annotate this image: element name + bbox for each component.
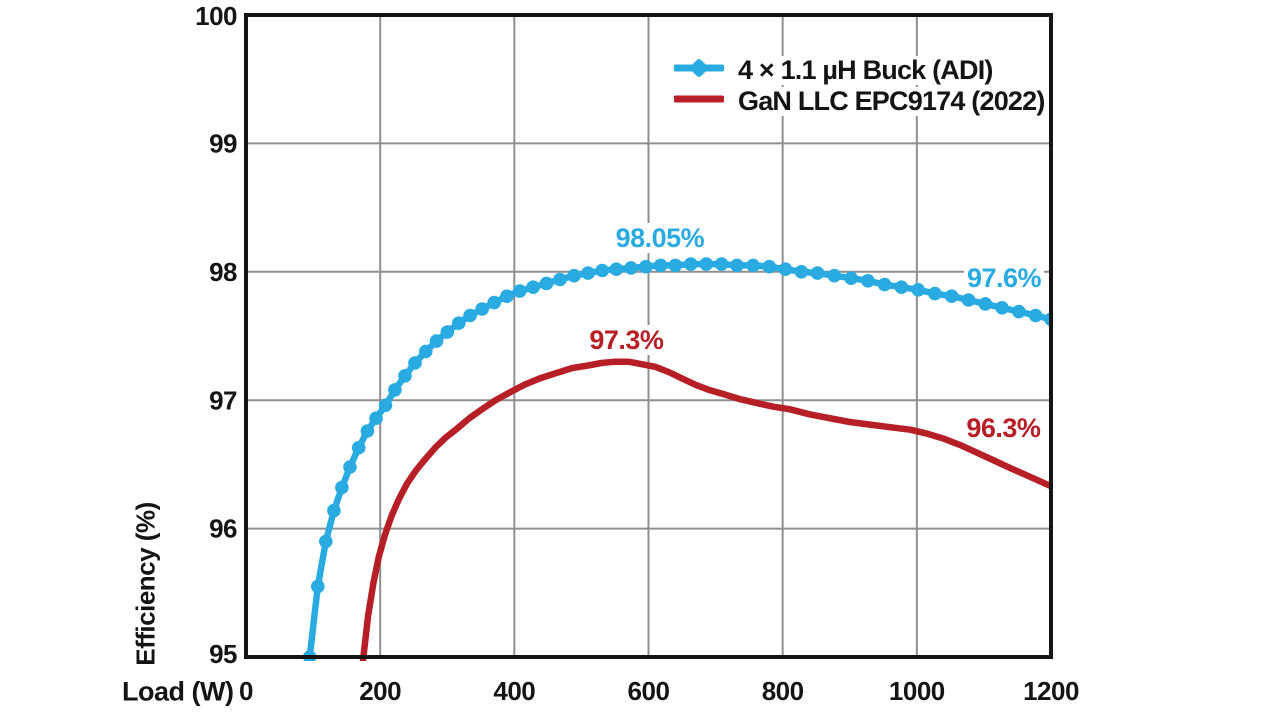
y-tick-label: 100 — [195, 1, 237, 31]
series-line-0 — [306, 260, 1049, 661]
series-markers-0 — [302, 257, 1049, 661]
legend-label-llc: GaN LLC EPC9174 (2022) — [736, 86, 1047, 116]
annotation-llc-end: 96.3% — [963, 413, 1044, 444]
legend-item-llc: GaN LLC EPC9174 (2022) — [672, 84, 1047, 119]
x-axis-title: Load (W) — [122, 676, 234, 707]
annotation-llc-peak: 97.3% — [586, 324, 667, 355]
x-tick-label: 400 — [493, 676, 535, 706]
y-tick-label: 97 — [209, 385, 237, 415]
y-tick-label: 95 — [209, 639, 237, 669]
x-tick-label: 600 — [628, 676, 670, 706]
plot-border — [244, 13, 1053, 659]
x-tick-label: 800 — [762, 676, 804, 706]
x-tick-label: 1000 — [889, 676, 945, 706]
legend-label-buck: 4 × 1.1 µH Buck (ADI) — [736, 55, 995, 85]
x-tick-label: 0 — [239, 676, 253, 706]
y-axis-title: Efficiency (%) — [130, 502, 161, 666]
y-tick-label: 98 — [209, 257, 237, 287]
y-tick-label: 99 — [209, 129, 237, 159]
llc-line-icon — [672, 84, 726, 119]
x-tick-label: 1200 — [1023, 676, 1079, 706]
annotation-buck-end: 97.6% — [964, 263, 1045, 294]
legend: 4 × 1.1 µH Buck (ADI) GaN LLC EPC9174 (2… — [672, 53, 1047, 119]
buck-line-marker-icon — [672, 53, 726, 88]
y-tick-label: 96 — [209, 514, 237, 544]
series-line-1 — [359, 358, 1049, 661]
annotation-buck-peak: 98.05% — [612, 223, 708, 254]
legend-item-buck: 4 × 1.1 µH Buck (ADI) — [672, 53, 1047, 88]
x-tick-label: 200 — [359, 676, 401, 706]
